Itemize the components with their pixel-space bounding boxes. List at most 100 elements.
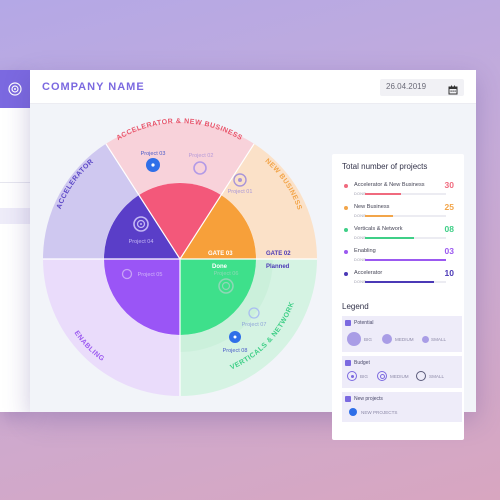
project-05[interactable]: Project 05 (121, 268, 163, 280)
legend-new-projects: New projects NEW PROJECTS (342, 392, 462, 422)
total-name: New Business (354, 204, 390, 210)
legend-new-projects-label: New projects (354, 396, 383, 402)
total-value: 03 (444, 246, 454, 256)
project-06[interactable]: Project 06 (214, 271, 239, 294)
budget-big-label: BIG (360, 374, 368, 379)
project-07-label: Project 07 (242, 322, 267, 328)
new-projects-item-label: NEW PROJECTS (361, 410, 398, 415)
done-label: DONE (354, 236, 367, 240)
progress-fill (365, 237, 414, 239)
total-row: Accelerator & New Business 30 DONE (342, 180, 458, 202)
budget-small-label: SMALL (429, 374, 445, 379)
info-panel: Total number of projects Accelerator & N… (332, 154, 464, 440)
total-row: Accelerator 10 DONE (342, 268, 458, 290)
project-04-label: Project 04 (129, 239, 154, 245)
budget-small-circle (416, 371, 426, 381)
potential-small-circle (422, 336, 429, 343)
budget-icon (345, 360, 351, 366)
dashboard-card: COMPANY NAME 26.04.2019 (30, 70, 476, 440)
calendar-icon[interactable] (448, 82, 458, 100)
pie-new-business[interactable] (180, 195, 256, 259)
done-label: DONE (354, 280, 367, 284)
total-value: 08 (444, 224, 454, 234)
budget-big-circle (347, 371, 357, 381)
done-label: Done (212, 264, 228, 270)
legend-budget: Budget BIG MEDIUM SMALL (342, 356, 462, 388)
pie-enabling[interactable] (104, 259, 180, 335)
target-logo-icon[interactable] (0, 70, 30, 108)
progress-fill (365, 281, 434, 283)
gate-ring-verticals (180, 259, 273, 352)
project-04[interactable]: Project 04 (129, 216, 154, 245)
done-label: DONE (354, 258, 367, 262)
progress-fill (365, 193, 402, 195)
legend-potential-label: Potential (354, 320, 374, 326)
gate-02-label: GATE 02 (266, 251, 291, 257)
sidebar-divider (0, 182, 30, 183)
total-row: Verticals & Network 08 DONE (342, 224, 458, 246)
done-label: DONE (354, 214, 367, 218)
done-label: DONE (354, 192, 367, 196)
progress-fill (365, 259, 446, 261)
date-picker[interactable]: 26.04.2019 (380, 79, 464, 96)
project-07[interactable]: Project 07 (242, 307, 267, 328)
totals-title: Total number of projects (342, 162, 428, 171)
main-content: ACCELERATOR & NEW BUSINESS NEW BUSINESS … (30, 104, 476, 440)
project-05-label: Project 05 (138, 272, 163, 278)
project-08[interactable]: Project 08 (223, 331, 248, 354)
total-name: Accelerator (354, 270, 383, 276)
company-name: COMPANY NAME (42, 81, 145, 93)
project-wheel: ACCELERATOR & NEW BUSINESS NEW BUSINESS … (43, 118, 317, 396)
total-value: 30 (444, 180, 454, 190)
left-sidebar (0, 70, 30, 412)
series-dot (344, 184, 348, 188)
legend-title: Legend (342, 302, 369, 311)
budget-big-dot (350, 374, 354, 378)
planned-label: Planned (266, 264, 290, 270)
total-value: 10 (444, 268, 454, 278)
total-row: Enabling 03 DONE (342, 246, 458, 268)
total-name: Accelerator & New Business (354, 182, 425, 188)
budget-medium-inner (379, 373, 385, 379)
gate-03-label: GATE 03 (208, 251, 233, 257)
project-01[interactable]: Project 01 (228, 173, 253, 195)
total-row: New Business 25 DONE (342, 202, 458, 224)
progress-track (365, 281, 446, 283)
potential-medium-circle (382, 334, 392, 344)
potential-small-label: SMALL (431, 337, 447, 342)
date-value: 26.04.2019 (386, 82, 427, 91)
project-02-label: Project 02 (189, 153, 214, 159)
header-bar: COMPANY NAME 26.04.2019 (30, 70, 476, 104)
project-01-label: Project 01 (228, 189, 253, 195)
sidebar-active-item[interactable] (0, 208, 30, 224)
progress-fill (365, 215, 394, 217)
project-03-label: Project 03 (141, 151, 166, 157)
new-project-circle (349, 408, 357, 416)
budget-medium-label: MEDIUM (390, 374, 409, 379)
pie-accelerator-new-business[interactable] (138, 183, 222, 259)
pie-verticals-network[interactable] (180, 259, 256, 335)
series-dot (344, 250, 348, 254)
budget-medium-circle (377, 371, 387, 381)
potential-big-circle (347, 332, 361, 346)
total-name: Enabling (354, 248, 376, 254)
potential-big-label: BIG (364, 337, 372, 342)
progress-track (365, 259, 446, 261)
total-name: Verticals & Network (354, 226, 403, 232)
series-dot (344, 228, 348, 232)
project-03[interactable]: Project 03 (141, 151, 166, 172)
project-02[interactable]: Project 02 (189, 153, 214, 175)
potential-icon (345, 320, 351, 326)
project-06-label: Project 06 (214, 271, 239, 277)
series-dot (344, 206, 348, 210)
legend-potential: Potential BIG MEDIUM SMALL (342, 316, 462, 352)
progress-track (365, 237, 446, 239)
series-dot (344, 272, 348, 276)
potential-medium-label: MEDIUM (395, 337, 414, 342)
total-value: 25 (444, 202, 454, 212)
legend-budget-label: Budget (354, 360, 370, 366)
new-projects-icon (345, 396, 351, 402)
progress-track (365, 193, 446, 195)
progress-track (365, 215, 446, 217)
project-08-label: Project 08 (223, 348, 248, 354)
